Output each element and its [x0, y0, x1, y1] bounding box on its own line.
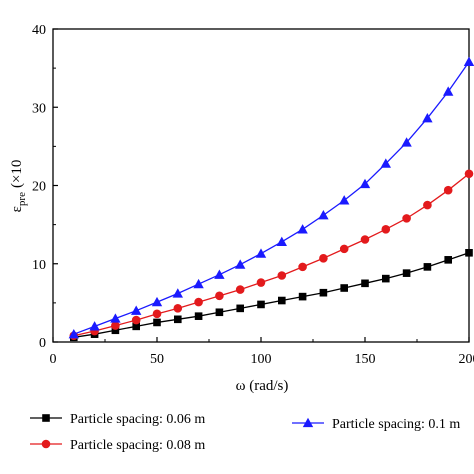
data-point	[318, 210, 329, 220]
y-axis-ticks: 0 10 20 30 40	[32, 23, 58, 351]
legend-item: Particle spacing: 0.08 m	[30, 438, 205, 453]
data-point	[152, 309, 162, 319]
data-point	[111, 326, 120, 335]
x-tick-label: 50	[150, 352, 164, 367]
data-point	[110, 313, 121, 323]
data-point	[339, 195, 350, 205]
data-point	[235, 285, 245, 294]
data-point	[257, 300, 265, 309]
data-point	[443, 185, 453, 195]
y-tick-label: 30	[32, 101, 46, 116]
series-line	[73, 61, 470, 335]
data-point	[214, 269, 225, 279]
data-point	[173, 304, 183, 313]
y-tick-label: 40	[32, 23, 46, 38]
data-point	[276, 236, 287, 246]
y-axis-title-paren: (×10	[9, 160, 25, 188]
data-point	[215, 308, 224, 317]
x-axis-ticks: 0 50 100 150 200	[50, 337, 474, 367]
y-axis-title-main: ε	[9, 206, 25, 212]
data-point	[153, 318, 161, 327]
legend-label: Particle spacing: 0.08 m	[70, 438, 205, 453]
data-point	[236, 304, 244, 313]
y-tick-label: 20	[32, 180, 46, 195]
data-point	[339, 244, 349, 254]
data-point	[89, 321, 100, 331]
x-axis-title: ω (rad/s)	[236, 378, 289, 394]
svg-text:εpre(×10: εpre (×10	[9, 160, 28, 213]
data-point	[340, 284, 348, 292]
data-point	[443, 86, 454, 96]
data-point	[131, 315, 141, 325]
data-point	[68, 328, 79, 339]
data-point	[193, 278, 204, 289]
data-point	[380, 158, 391, 168]
legend-label: Particle spacing: 0.06 m	[70, 412, 205, 427]
plot-area	[52, 28, 470, 343]
data-point	[151, 296, 163, 307]
legend-marker	[41, 439, 51, 449]
data-point	[255, 248, 267, 258]
data-point	[382, 274, 390, 283]
data-point	[423, 200, 432, 210]
y-tick-label: 0	[39, 336, 46, 351]
legend-item: Particle spacing: 0.1 m	[292, 417, 460, 432]
data-point	[174, 315, 182, 324]
data-point	[194, 297, 203, 307]
y-axis-title: εpre (×10	[9, 160, 28, 213]
data-point	[463, 56, 474, 67]
data-point	[465, 248, 473, 257]
y-axis-title-sub: pre	[16, 192, 28, 206]
data-point	[360, 235, 370, 244]
data-point	[297, 224, 308, 234]
data-point	[381, 225, 391, 234]
x-tick-label: 0	[50, 352, 57, 367]
data-point	[319, 253, 328, 263]
data-point	[278, 296, 286, 305]
data-point	[444, 256, 452, 264]
data-point	[132, 322, 140, 331]
data-point	[422, 113, 433, 123]
data-point	[298, 262, 307, 272]
data-point	[359, 178, 371, 189]
series-2	[69, 169, 474, 341]
legend-item: Particle spacing: 0.06 m	[30, 412, 205, 427]
series-3	[68, 56, 474, 339]
series-1	[70, 248, 473, 342]
data-point	[131, 305, 142, 315]
data-point	[111, 321, 120, 330]
data-point	[464, 169, 474, 179]
legend-marker	[302, 417, 314, 428]
data-point	[298, 292, 307, 301]
data-point	[319, 288, 328, 297]
legend: Particle spacing: 0.06 m Particle spacing…	[30, 412, 460, 453]
data-point	[172, 288, 183, 298]
data-point	[194, 312, 203, 320]
data-point	[423, 263, 432, 271]
legend-marker	[42, 414, 50, 422]
data-point	[361, 279, 369, 288]
data-point	[402, 214, 411, 223]
data-point	[402, 269, 411, 277]
x-tick-label: 100	[251, 352, 272, 367]
y-tick-label: 10	[32, 258, 46, 273]
plot-frame	[52, 28, 470, 343]
data-point	[256, 278, 266, 287]
x-tick-label: 150	[355, 352, 376, 367]
data-point	[215, 291, 224, 301]
x-tick-label: 200	[459, 352, 474, 367]
data-point	[401, 137, 412, 147]
data-point	[235, 259, 246, 269]
series-group	[68, 56, 474, 342]
data-point	[277, 271, 287, 280]
legend-label: Particle spacing: 0.1 m	[332, 417, 460, 432]
